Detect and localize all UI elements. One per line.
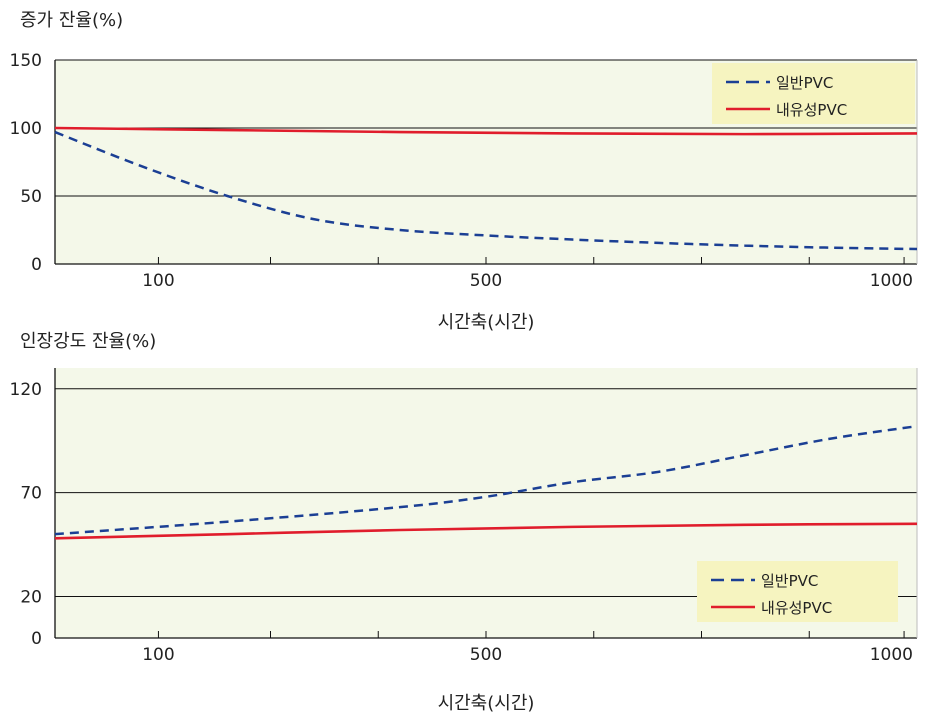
x-tick-label: 500 xyxy=(470,645,502,665)
legend: 일반PVC 내유성PVC xyxy=(697,561,898,622)
x-tick-label: 1000 xyxy=(870,271,913,291)
legend-label: 일반PVC xyxy=(761,572,818,590)
x-tick-label: 1000 xyxy=(870,645,913,665)
y-tick-label: 100 xyxy=(10,119,42,139)
legend: 일반PVC 내유성PVC xyxy=(712,63,915,124)
legend-box xyxy=(697,561,898,622)
legend-label: 일반PVC xyxy=(776,74,833,92)
legend-label: 내유성PVC xyxy=(776,101,847,119)
series-line-oil-resistant-pvc xyxy=(54,522,918,540)
chart-1: 증가 잔율(%) 0 50 100 150 100 500 1000 시간축(시간) 일반PVC 내… xyxy=(10,10,918,333)
x-tick-label: 100 xyxy=(142,645,174,665)
y-tick-label: 150 xyxy=(10,51,42,71)
legend-box xyxy=(712,63,915,124)
series-line-oil-resistant-pvc xyxy=(54,126,918,136)
y-tick-label: 70 xyxy=(20,484,42,504)
chart-title: 증가 잔율(%) xyxy=(20,10,123,31)
x-tick-label: 500 xyxy=(470,271,502,291)
y-tick-label: 50 xyxy=(20,187,42,207)
y-tick-label: 20 xyxy=(20,587,42,607)
x-tick-label: 100 xyxy=(142,271,174,291)
x-axis-label: 시간축(시간) xyxy=(438,693,535,714)
x-axis-label: 시간축(시간) xyxy=(438,312,535,333)
chart-title: 인장강도 잔율(%) xyxy=(20,331,156,352)
series-line-general-pvc xyxy=(54,130,918,251)
legend-label: 내유성PVC xyxy=(761,599,832,617)
chart-2: 인장강도 잔율(%) 0 20 70 120 100 500 1000 시간축(시간) 일반PVC… xyxy=(10,331,918,714)
y-tick-label: 0 xyxy=(31,255,42,275)
y-tick-label: 120 xyxy=(10,380,42,400)
y-tick-label: 0 xyxy=(31,629,42,649)
